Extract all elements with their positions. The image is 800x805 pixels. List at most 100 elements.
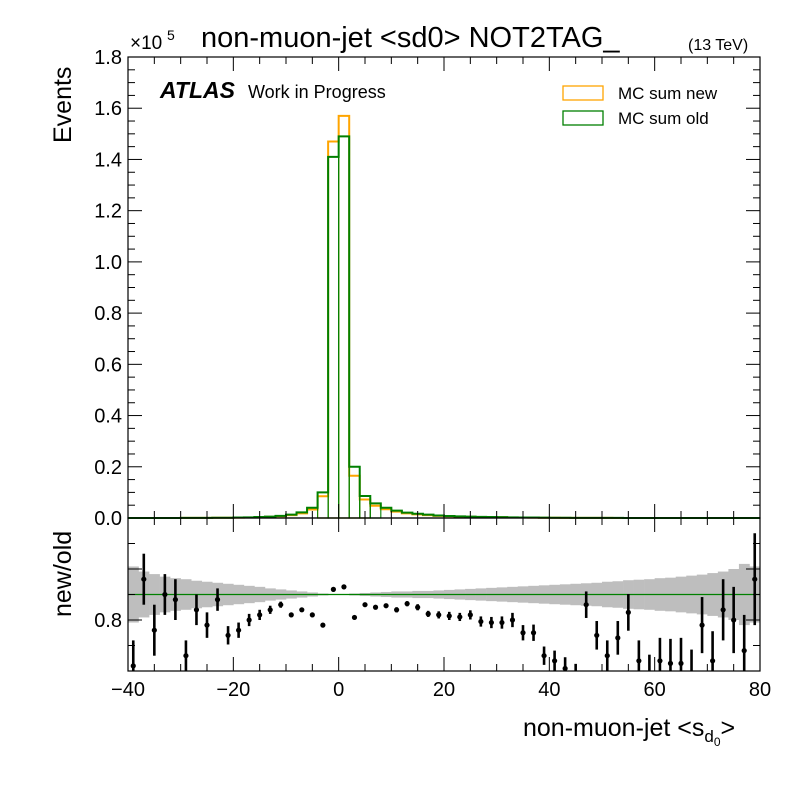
histogram-bin-0-21 [349, 476, 360, 518]
ratio-y-axis-label: new/old [49, 531, 77, 617]
ratio-point [204, 623, 209, 628]
ratio-point [352, 615, 357, 620]
ratio-point [457, 614, 462, 619]
ratio-point [152, 628, 157, 633]
ratio-point [520, 630, 525, 635]
ratio-point [731, 617, 736, 622]
ratio-point [615, 635, 620, 640]
ratio-point [405, 601, 410, 606]
ratio-point [247, 617, 252, 622]
upper-y-tick-label: 1.0 [94, 252, 122, 274]
legend-swatch-old [563, 111, 603, 125]
ratio-point [268, 607, 273, 612]
histogram-bin-1-19 [328, 157, 339, 518]
x-tick-label: 20 [433, 679, 455, 701]
upper-y-tick-label: 1.2 [94, 201, 122, 223]
chart-title-suffix: (13 TeV) [688, 37, 748, 54]
x-tick-label: 40 [538, 679, 560, 701]
ratio-point [499, 620, 504, 625]
ratio-point [331, 587, 336, 592]
x-axis-label-sub: d [704, 727, 713, 746]
upper-histograms [128, 116, 760, 518]
legend-swatch-new [563, 86, 603, 100]
ratio-point [310, 612, 315, 617]
ratio-point [699, 623, 704, 628]
ratio-point [752, 577, 757, 582]
ratio-point [299, 607, 304, 612]
ratio-point [721, 607, 726, 612]
ratio-point [141, 577, 146, 582]
upper-y-tick-label: 1.4 [94, 149, 122, 171]
y-multiplier: ×10 [130, 33, 162, 54]
legend-label-new: MC sum new [618, 84, 718, 103]
atlas-sublabel: Work in Progress [248, 82, 386, 102]
x-tick-label: 80 [749, 679, 771, 701]
ratio-point [605, 653, 610, 658]
x-tick-label: −20 [216, 679, 250, 701]
histogram-bin-0-23 [370, 506, 381, 518]
ratio-point [742, 648, 747, 653]
x-axis-label-close: > [721, 714, 736, 742]
atlas-label: ATLAS [159, 77, 236, 103]
ratio-point [236, 628, 241, 633]
ratio-point [510, 617, 515, 622]
upper-y-tick-label: 0.6 [94, 354, 122, 376]
x-axis-label-main: non-muon-jet <s [523, 714, 704, 742]
ratio-point [447, 613, 452, 618]
upper-y-tick-label: 0.8 [94, 303, 122, 325]
ratio-point [436, 612, 441, 617]
ratio-point [341, 584, 346, 589]
ratio-point [162, 592, 167, 597]
histogram-bin-0-18 [318, 496, 329, 518]
histogram-bin-0-24 [381, 509, 392, 518]
ratio-point [468, 612, 473, 617]
histogram-bin-1-20 [339, 136, 350, 518]
ratio-point [278, 602, 283, 607]
ratio-point [584, 602, 589, 607]
ratio-point [194, 607, 199, 612]
ratio-point [173, 597, 178, 602]
histogram-series-1 [128, 136, 760, 518]
ratio-point [225, 633, 230, 638]
histogram-bin-0-19 [328, 142, 339, 518]
ratio-point [257, 612, 262, 617]
ratio-point [394, 607, 399, 612]
ratio-point [594, 633, 599, 638]
ratio-point [552, 658, 557, 663]
ratio-point [563, 666, 568, 671]
ratio-point [215, 597, 220, 602]
ratio-point [478, 619, 483, 624]
x-tick-label: 60 [644, 679, 666, 701]
histogram-series-0 [128, 116, 760, 518]
ratio-point [131, 663, 136, 668]
x-axis-label: non-muon-jet <sd0> [523, 714, 735, 749]
ratio-point [183, 653, 188, 658]
ratio-point [541, 653, 546, 658]
ratio-point [489, 620, 494, 625]
chart-title: non-muon-jet <sd0> NOT2TAG_ [201, 22, 620, 54]
ratio-point [289, 612, 294, 617]
histogram-bin-0-20 [339, 116, 350, 518]
ratio-point [657, 658, 662, 663]
histogram-bin-1-21 [349, 467, 360, 518]
ratio-point [710, 658, 715, 663]
x-tick-label: 0 [333, 679, 344, 701]
ratio-point [383, 603, 388, 608]
ratio-point [531, 630, 536, 635]
ratio-point [668, 661, 673, 666]
ratio-point [426, 611, 431, 616]
ratio-y-tick-label: 0.8 [94, 610, 122, 632]
y-multiplier-exponent: 5 [167, 27, 175, 43]
legend: MC sum new MC sum old [563, 84, 718, 128]
ratio-point [320, 623, 325, 628]
legend-label-old: MC sum old [618, 109, 709, 128]
ratio-point [626, 610, 631, 615]
upper-y-tick-label: 1.8 [94, 47, 122, 69]
ratio-point [636, 658, 641, 663]
upper-y-tick-label: 0.4 [94, 406, 122, 428]
ratio-point [373, 605, 378, 610]
upper-y-tick-label: 0.2 [94, 457, 122, 479]
